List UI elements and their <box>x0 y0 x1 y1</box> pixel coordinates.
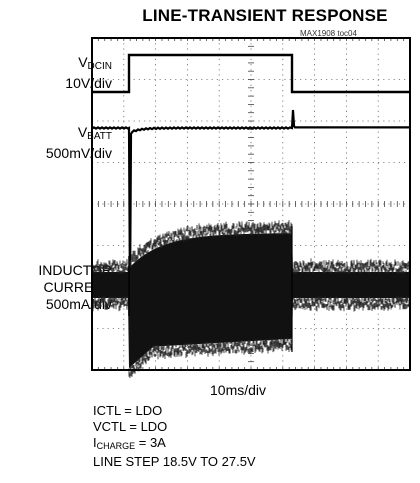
trace-inductor-current-noise <box>91 220 411 379</box>
vbatt-name-main: V <box>77 124 88 140</box>
figure-reference: MAX1908 toc04 <box>300 29 357 38</box>
note-icharge-sub: CHARGE <box>96 441 136 451</box>
vdcin-scale: 10V/div <box>65 75 112 91</box>
trace-vdcin <box>92 53 410 94</box>
note-ictl: ICTL = LDO <box>93 403 163 418</box>
chart-title: LINE-TRANSIENT RESPONSE <box>142 6 388 25</box>
channel-label-vbatt: VBATT 500mV/div <box>46 124 112 162</box>
note-vctl: VCTL = LDO <box>93 419 168 434</box>
note-icharge-suffix: = 3A <box>135 435 166 450</box>
vdcin-name-sub: DCIN <box>87 61 112 72</box>
note-icharge: ICHARGE = 3A <box>93 435 256 454</box>
note-line-step: LINE STEP 18.5V TO 27.5V <box>93 454 256 469</box>
trace-inductor-current-band <box>92 233 410 368</box>
vbatt-scale: 500mV/div <box>45 145 112 161</box>
trace-vbatt <box>91 109 409 299</box>
test-conditions: ICTL = LDO VCTL = LDO ICHARGE = 3A LINE … <box>93 403 256 470</box>
channel-label-vdcin: VDCIN 10V/div <box>65 54 112 92</box>
plot-frame <box>91 37 411 371</box>
plot-traces <box>91 53 411 379</box>
vdcin-name-main: V <box>78 54 88 70</box>
vbatt-name-sub: BATT <box>87 131 112 142</box>
x-axis-label: 10ms/div <box>210 382 267 398</box>
note-icharge-prefix: I <box>93 435 97 450</box>
inductor-scale: 500mA/div <box>45 296 112 312</box>
